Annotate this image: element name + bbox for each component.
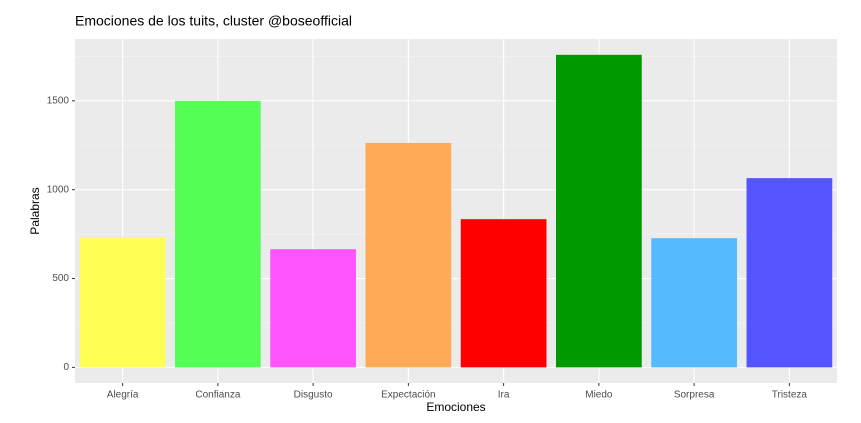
y-tick-label: 500 [52, 273, 69, 284]
x-tick-label: Disgusto [294, 390, 333, 401]
y-tick-label: 1500 [47, 95, 70, 106]
y-tick-label: 0 [63, 362, 69, 373]
x-tick-label: Confianza [195, 390, 240, 401]
x-tick-label: Expectación [381, 390, 435, 401]
bar [175, 100, 261, 368]
x-tick-label: Ira [498, 390, 510, 401]
y-axis-title: Palabras [28, 187, 42, 234]
x-tick-label: Alegría [107, 390, 139, 401]
bar [270, 249, 356, 368]
bar [365, 142, 452, 368]
x-tick-label: Tristeza [772, 390, 808, 401]
x-axis-title: Emociones [426, 400, 485, 414]
bar [746, 178, 833, 368]
bar [460, 219, 547, 368]
chart-title: Emociones de los tuits, cluster @boseoff… [75, 13, 352, 29]
x-tick-label: Sorpresa [674, 390, 715, 401]
bar [651, 238, 737, 368]
bar [556, 54, 642, 368]
bar [79, 237, 166, 368]
y-tick-label: 1000 [47, 184, 70, 195]
x-tick-label: Miedo [585, 390, 613, 401]
